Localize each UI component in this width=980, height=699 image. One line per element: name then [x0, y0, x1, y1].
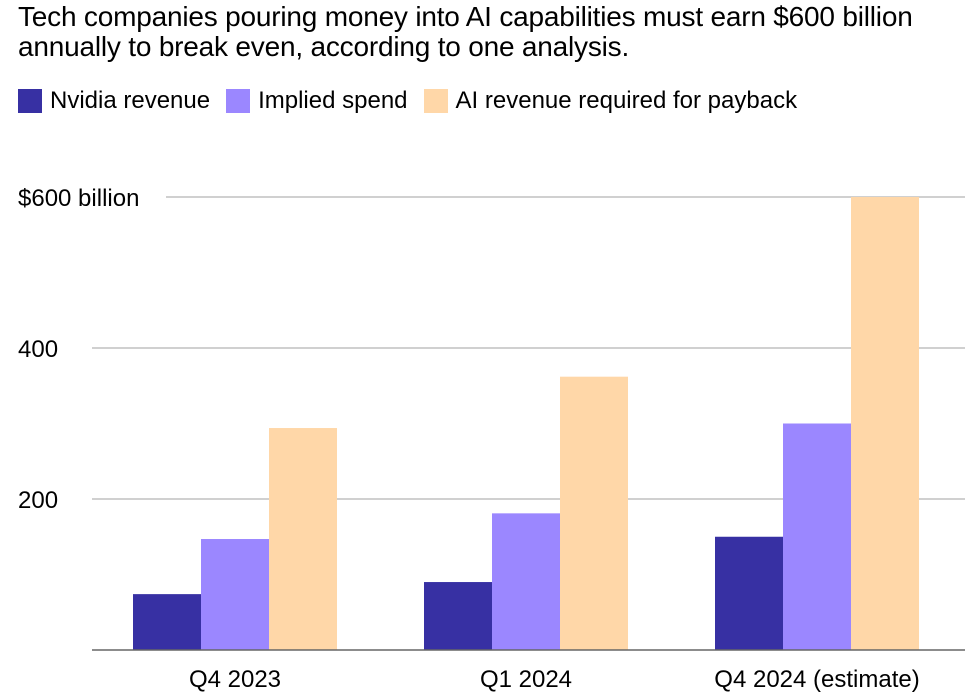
x-tick-label: Q4 2024 (estimate): [714, 666, 919, 693]
legend-item: Nvidia revenue: [18, 87, 210, 115]
y-tick-label: 400: [18, 336, 58, 363]
bar: [715, 536, 783, 650]
legend-item: Implied spend: [226, 87, 408, 115]
chart-legend: Nvidia revenue Implied spend AI revenue re…: [18, 84, 813, 118]
legend-item: AI revenue required for payback: [423, 87, 798, 115]
bar: [560, 376, 628, 650]
bar: [424, 582, 492, 650]
legend-label: Nvidia revenue: [50, 87, 211, 114]
legend-swatch: [226, 89, 251, 113]
legend-swatch: [18, 89, 42, 113]
bar: [492, 513, 560, 650]
x-tick-label: Q4 2023: [189, 666, 281, 693]
bar: [269, 428, 337, 650]
legend-label: AI revenue required for payback: [455, 87, 798, 114]
x-tick-label: Q1 2024: [480, 666, 572, 693]
y-tick-label: 200: [18, 487, 58, 514]
bar: [201, 539, 269, 650]
chart-title: Tech companies pouring money into AI cap…: [18, 1, 913, 62]
legend-swatch: [423, 89, 448, 113]
bar: [133, 594, 201, 650]
y-tick-label: $600 billion: [18, 185, 139, 212]
bar: [783, 423, 851, 650]
bar: [851, 197, 919, 650]
legend-label: Implied spend: [258, 87, 408, 114]
